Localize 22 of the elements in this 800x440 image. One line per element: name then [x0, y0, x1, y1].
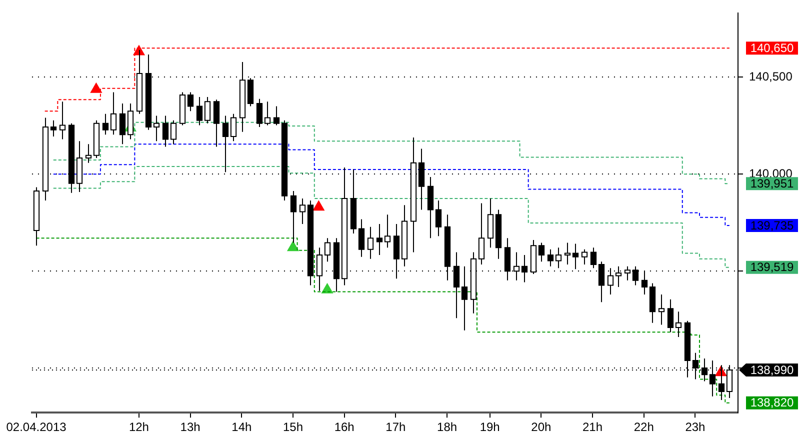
data-label: 138,820	[750, 396, 794, 410]
x-tick-label: 14h	[232, 420, 252, 434]
x-tick-label: 22h	[634, 420, 654, 434]
x-tick-label: 12h	[128, 420, 149, 434]
point	[90, 82, 102, 93]
x-tick-label: 21h	[582, 420, 603, 434]
x-tick-label: 23h	[685, 420, 706, 434]
point	[312, 200, 324, 211]
x-tick-label: 13h	[180, 420, 200, 434]
y-tick-label: 140,500	[749, 69, 793, 84]
x-tick-label: 02.04.2013	[6, 420, 67, 434]
data-label: 140,650	[750, 40, 794, 55]
x-tick-label: 19h	[480, 420, 500, 434]
x-tick-label: 17h	[386, 420, 406, 434]
x-tick-label: 16h	[334, 420, 354, 434]
data-label: 139,519	[750, 260, 794, 274]
x-tick-label: 20h	[531, 420, 552, 434]
x-tick-label: 15h	[282, 420, 304, 434]
data-label: 139,735	[750, 218, 794, 232]
point	[287, 241, 299, 252]
ref-line-label: 138,990	[750, 362, 794, 377]
x-tick-label: 18h	[437, 420, 458, 434]
